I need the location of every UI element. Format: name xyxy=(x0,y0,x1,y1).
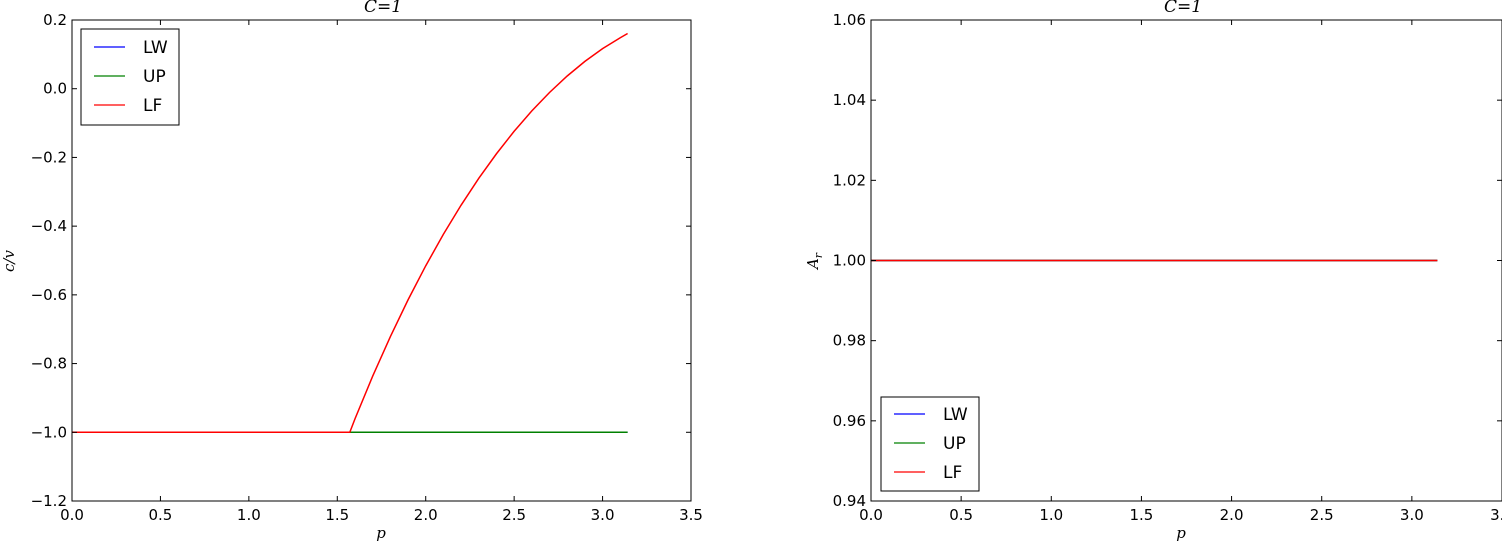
x-tick-label: 1.5 xyxy=(325,506,349,524)
x-tick-label: 2.5 xyxy=(1310,506,1334,524)
x-tick-label: 3.0 xyxy=(1400,506,1424,524)
x-tick-label: 2.0 xyxy=(1220,506,1244,524)
y-tick-label: 1.04 xyxy=(833,91,866,109)
legend-label-lw: LW xyxy=(943,405,968,425)
y-tick-label: 0.96 xyxy=(833,412,866,430)
legend-label-lf: LF xyxy=(143,96,162,116)
legend-box xyxy=(880,396,980,492)
x-tick-label: 0.0 xyxy=(859,506,883,524)
y-axis-label: c/v xyxy=(0,250,18,272)
y-tick-label: 0.0 xyxy=(43,80,67,98)
x-tick-label: 3.0 xyxy=(591,506,615,524)
left-plot: C=1 0.0 0.5 1.0 1.5 2.0 2.5 3.0 3.5 −1.2 −1.0 −0.… xyxy=(0,0,703,541)
y-tick-label: −0.4 xyxy=(31,217,67,235)
x-tick-label: 0.5 xyxy=(949,506,973,524)
y-ticks: −1.2 −1.0 −0.8 −0.6 −0.4 −0.2 0.0 0.2 xyxy=(31,11,691,510)
legend-label-lf: LF xyxy=(943,463,962,483)
y-axis-label: Ar xyxy=(804,252,825,271)
legend-label-lw: LW xyxy=(143,38,168,58)
legend-label-up: UP xyxy=(943,434,966,454)
x-tick-label: 3.5 xyxy=(1490,506,1502,524)
x-axis-label: p xyxy=(376,524,386,541)
x-tick-label: 0.0 xyxy=(60,506,84,524)
x-ticks: 0.0 0.5 1.0 1.5 2.0 2.5 3.0 3.5 xyxy=(60,20,703,524)
y-tick-label: −1.2 xyxy=(31,492,67,510)
x-tick-label: 1.5 xyxy=(1129,506,1153,524)
legend-box xyxy=(80,28,180,126)
y-tick-label: −0.8 xyxy=(31,355,67,373)
y-tick-label: 0.94 xyxy=(833,492,866,510)
y-tick-label: 1.02 xyxy=(833,171,866,189)
legend: LW UP LF xyxy=(80,28,180,126)
x-tick-label: 2.5 xyxy=(502,506,526,524)
y-tick-label: 1.00 xyxy=(833,252,866,270)
right-plot: C=1 0.00.51.01.52.02.53.03.5 0.940.960.9… xyxy=(804,0,1502,541)
legend-label-up: UP xyxy=(143,67,166,87)
y-tick-label: 0.2 xyxy=(43,11,67,29)
y-tick-label: −0.2 xyxy=(31,148,67,166)
x-axis-label: p xyxy=(1176,524,1186,541)
x-tick-label: 0.5 xyxy=(148,506,172,524)
plot-title: C=1 xyxy=(364,0,402,17)
y-tick-label: 1.06 xyxy=(833,11,866,29)
y-ticks: 0.94 0.96 0.98 1.00 1.02 1.04 1.06 xyxy=(833,11,1502,510)
y-tick-label: −0.6 xyxy=(31,286,67,304)
y-tick-label: −1.0 xyxy=(31,423,67,441)
plot-frame xyxy=(71,19,692,502)
plot-lines xyxy=(72,32,628,434)
x-tick-label: 1.0 xyxy=(237,506,261,524)
x-ticks: 0.0 0.5 1.0 1.5 2.0 2.5 3.0 3.5 xyxy=(859,20,1502,524)
plot-title: C=1 xyxy=(1164,0,1202,17)
x-tick-label: 3.5 xyxy=(679,506,703,524)
legend: LW UP LF xyxy=(880,396,980,492)
x-tick-label: 1.0 xyxy=(1039,506,1063,524)
x-tick-label: 2.0 xyxy=(414,506,438,524)
series-line-lf xyxy=(72,32,628,434)
y-tick-label: 0.98 xyxy=(833,332,866,350)
